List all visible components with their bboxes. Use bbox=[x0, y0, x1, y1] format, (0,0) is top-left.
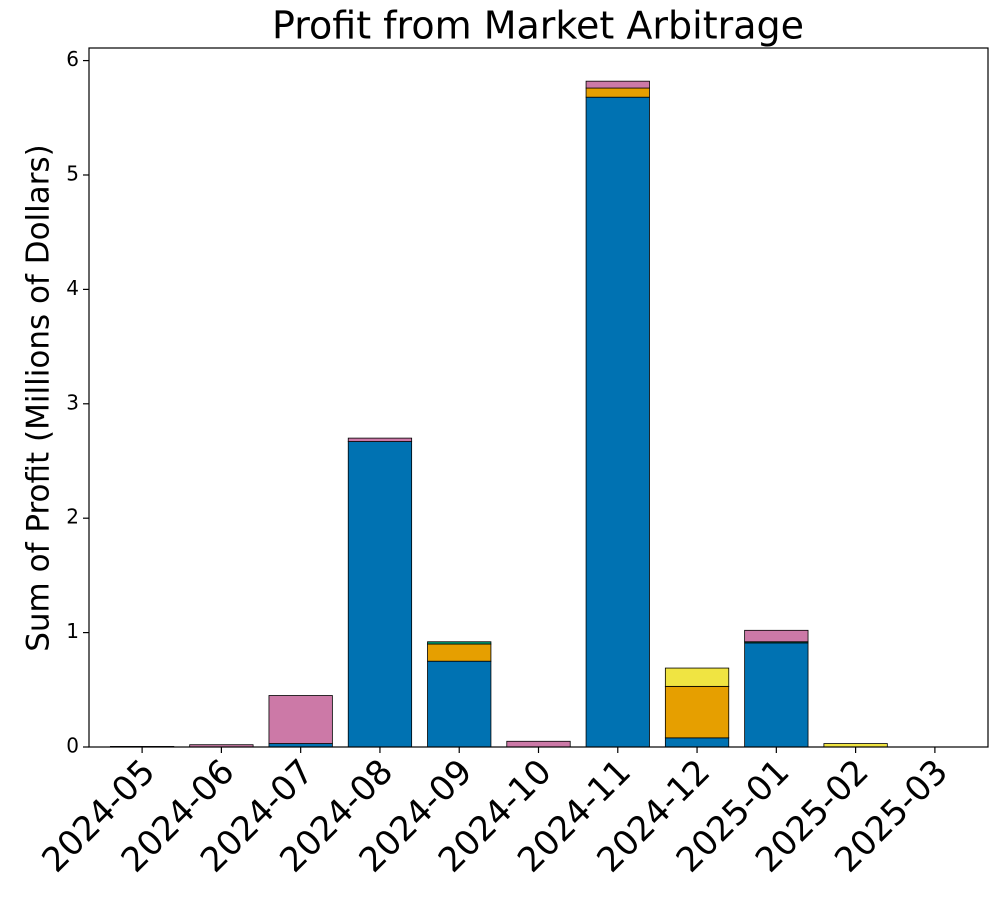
bar-segment bbox=[506, 740, 571, 748]
y-tick-label: 4 bbox=[66, 276, 79, 300]
y-tick-label: 5 bbox=[66, 161, 79, 185]
plot-frame bbox=[88, 47, 989, 748]
bar-segment bbox=[427, 641, 492, 645]
y-tick-label: 6 bbox=[66, 47, 79, 71]
bar-segment bbox=[664, 667, 730, 687]
bar-segment bbox=[744, 642, 809, 748]
y-tick-label: 2 bbox=[66, 505, 79, 529]
y-axis-label: Sum of Profit (Millions of Dollars) bbox=[21, 144, 57, 652]
bar-segment bbox=[427, 643, 492, 662]
bar-segment bbox=[664, 737, 730, 748]
bar-segment bbox=[585, 87, 650, 98]
bar-segment bbox=[347, 441, 413, 748]
chart-title: Profit from Market Arbitrage bbox=[272, 4, 804, 48]
y-tick-label: 3 bbox=[66, 390, 79, 414]
bar-segment bbox=[427, 660, 492, 748]
bar-segment bbox=[268, 695, 333, 744]
bar-segment bbox=[585, 96, 650, 748]
y-tick-label: 1 bbox=[66, 619, 79, 643]
bar-segment bbox=[585, 80, 650, 89]
y-tick-label: 0 bbox=[66, 734, 79, 758]
bar-segment bbox=[744, 629, 809, 643]
bar-segment bbox=[347, 437, 413, 442]
bar-segment bbox=[664, 685, 730, 739]
